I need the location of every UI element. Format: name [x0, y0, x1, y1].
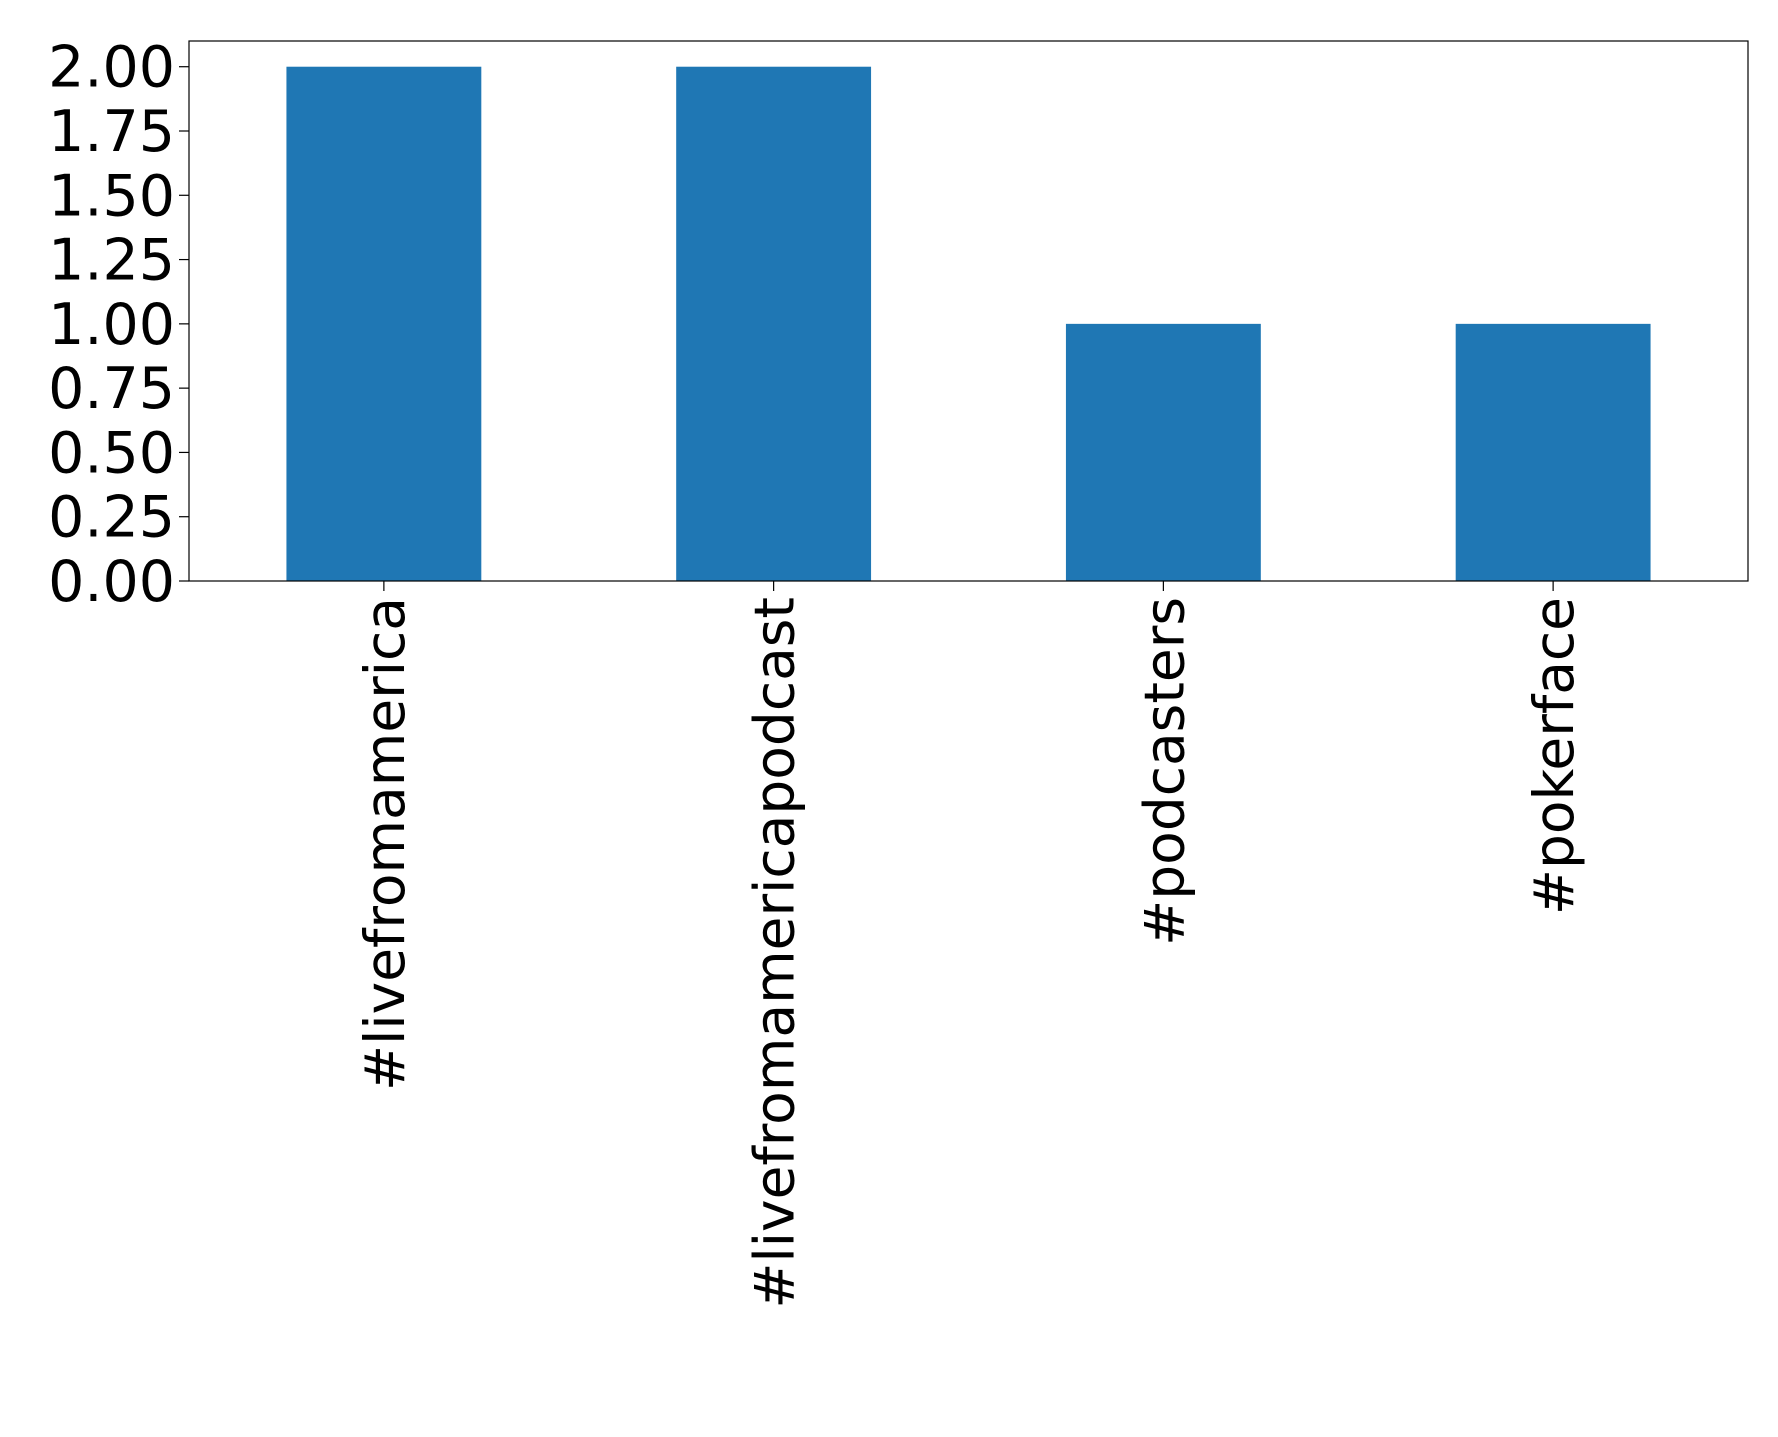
y-tick-label: 0.50	[48, 420, 175, 486]
x-tick-label: #podcasters	[1132, 597, 1196, 946]
y-tick-label: 0.25	[48, 485, 175, 551]
y-tick-label: 1.25	[48, 228, 175, 294]
y-tick-label: 1.50	[48, 163, 175, 229]
y-tick-label: 1.75	[48, 99, 175, 165]
x-tick-label: #livefromamerica	[353, 597, 417, 1091]
y-tick-label: 0.75	[48, 356, 175, 422]
y-tick-label: 0.00	[48, 549, 175, 615]
y-tick-label: 1.00	[48, 292, 175, 358]
bar	[1065, 323, 1261, 581]
bar	[1455, 323, 1651, 581]
x-tick-label: #livefromamericapodcast	[743, 597, 807, 1309]
plot-frame	[188, 40, 1749, 582]
bar	[286, 66, 482, 581]
bar	[676, 66, 872, 581]
x-tick-label: #pokerface	[1522, 597, 1586, 915]
y-tick-label: 2.00	[48, 35, 175, 101]
